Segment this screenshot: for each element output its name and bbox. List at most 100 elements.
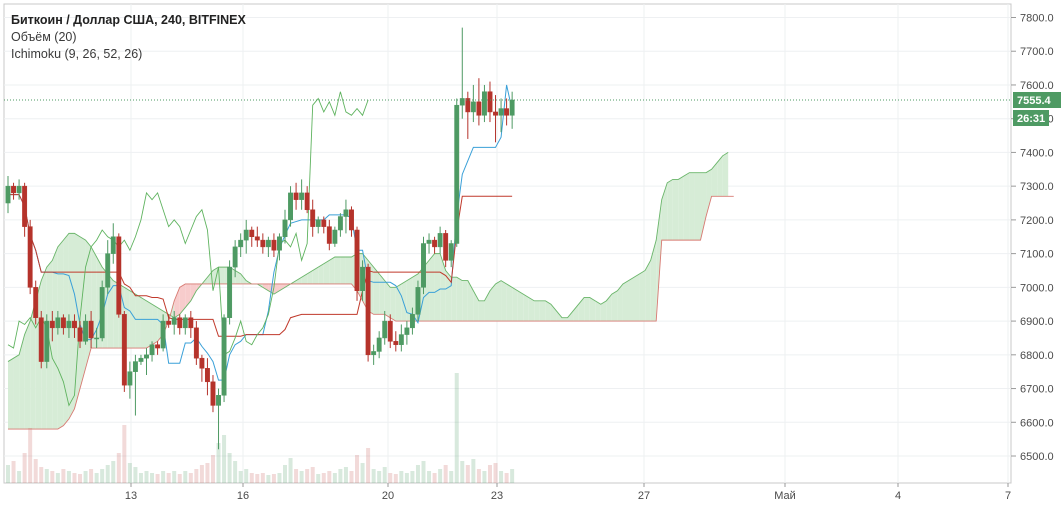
cloud-segment <box>478 300 485 322</box>
candle-body <box>271 239 277 251</box>
candle-body <box>509 99 515 116</box>
volume-bar <box>510 469 515 483</box>
candle-body <box>265 239 271 248</box>
cloud-segment <box>406 277 413 322</box>
candle-body <box>238 239 244 248</box>
cloud-segment <box>262 283 269 291</box>
cloud-segment <box>146 300 153 349</box>
volume-bar <box>6 465 10 483</box>
cloud-segment <box>434 253 441 322</box>
symbol-title[interactable]: Биткоин / Доллар США, 240, BITFINEX <box>11 13 246 27</box>
volume-bar <box>133 467 138 483</box>
candle-body <box>221 317 227 396</box>
cloud-segment <box>445 270 452 322</box>
x-tick-label: 4 <box>895 490 901 502</box>
cloud-segment <box>622 280 629 322</box>
volume-bar <box>172 471 177 483</box>
volume-bar <box>111 461 116 483</box>
cloud-segment <box>694 172 701 241</box>
candle-body <box>398 334 404 345</box>
senkou-span-a <box>7 152 729 362</box>
volume-indicator-label[interactable]: Объём (20) <box>11 30 77 44</box>
volume-bar <box>183 471 188 483</box>
candle-body <box>88 320 94 339</box>
candle-body <box>470 101 476 113</box>
volume-bar <box>355 455 360 483</box>
volume-bar <box>55 473 60 483</box>
candle-body <box>110 236 116 254</box>
cloud-segment <box>74 233 81 409</box>
cloud-segment <box>451 277 457 322</box>
candle-body <box>476 101 482 116</box>
candle-body <box>138 357 144 362</box>
volume-bar <box>260 473 265 483</box>
volume-bar <box>371 469 376 483</box>
volume-bar <box>255 474 260 483</box>
cloud-segment <box>711 162 718 197</box>
candle-body <box>44 320 50 362</box>
candle-body <box>404 327 410 335</box>
cloud-segment <box>534 300 540 322</box>
candle-body <box>49 320 55 329</box>
volume-bar <box>227 453 232 483</box>
kijun-sen <box>8 194 513 337</box>
candle-body <box>83 320 89 342</box>
candle-body <box>443 233 449 261</box>
volume-bars <box>6 373 515 483</box>
volume-bar <box>216 443 221 483</box>
volume-bar <box>504 473 509 483</box>
cloud-segment <box>41 267 47 430</box>
senkou-span-b <box>8 195 734 430</box>
cloud-segment <box>329 256 335 284</box>
candle-body <box>72 320 77 329</box>
candle-body <box>326 226 332 244</box>
cloud-segment <box>595 300 601 322</box>
candle-body <box>171 317 177 325</box>
volume-bar <box>499 471 504 483</box>
cloud-segment <box>589 297 596 322</box>
volume-bar <box>116 453 121 483</box>
candle-body <box>22 185 28 227</box>
cloud-segment <box>645 260 651 322</box>
volume-bar <box>487 465 492 483</box>
candle-body <box>465 98 471 113</box>
x-tick-label: 20 <box>382 490 394 502</box>
x-tick-label: 7 <box>1005 490 1011 502</box>
chikou-span <box>7 91 369 407</box>
countdown-text: 26:31 <box>1017 113 1045 125</box>
candle-body <box>282 219 288 238</box>
ichimoku-indicator-label[interactable]: Ichimoku (9, 26, 52, 26) <box>11 47 143 61</box>
cloud-segment <box>57 240 64 430</box>
volume-bar <box>271 474 276 483</box>
cloud-segment <box>152 304 158 345</box>
candle-body <box>116 236 122 315</box>
candle-body <box>121 314 127 386</box>
candle-body <box>481 91 487 116</box>
candle-body <box>105 253 111 288</box>
candle-body <box>166 320 172 325</box>
cloud-segment <box>30 300 36 430</box>
volume-bar <box>288 458 293 483</box>
y-tick-label: 6800.0 <box>1020 350 1054 362</box>
volume-bar <box>177 474 182 483</box>
cloud-segment <box>307 270 313 284</box>
candle-body <box>16 185 22 194</box>
x-tick-label: 16 <box>237 490 249 502</box>
cloud-segment <box>617 283 623 322</box>
cloud-segment <box>135 294 141 349</box>
volume-bar <box>83 471 88 483</box>
candle-body <box>5 185 11 204</box>
volume-bar <box>244 469 249 483</box>
candle-body <box>293 192 299 200</box>
cloud-segment <box>700 172 707 241</box>
cloud-segment <box>567 310 574 322</box>
volume-bar <box>404 473 409 483</box>
cloud-segment <box>578 297 585 322</box>
volume-bar <box>493 463 498 483</box>
cloud-segment <box>501 280 507 322</box>
cloud-segment <box>379 273 385 315</box>
volume-bar <box>50 471 55 483</box>
volume-bar <box>144 471 149 483</box>
candle-body <box>204 368 210 383</box>
